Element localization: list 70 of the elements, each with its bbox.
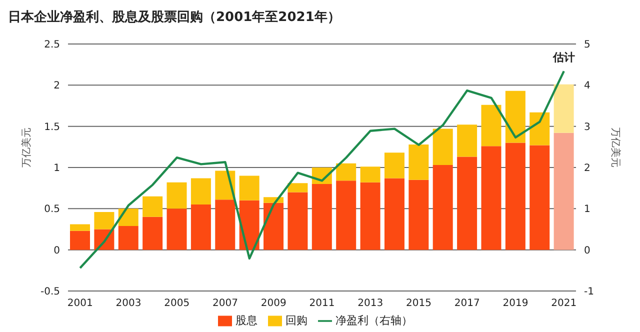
bar xyxy=(384,178,404,250)
bar xyxy=(530,112,550,146)
bar xyxy=(94,212,114,230)
x-tick-label: 2019 xyxy=(502,298,528,310)
legend-label: 股息 xyxy=(236,314,258,327)
bar xyxy=(554,132,574,250)
y-tick-label: 0.5 xyxy=(44,204,60,216)
bar xyxy=(239,176,260,200)
x-tick-label: 2017 xyxy=(454,298,480,310)
bar xyxy=(215,200,236,250)
y-tick-label: 1.5 xyxy=(44,122,60,133)
bar xyxy=(264,202,284,250)
bar xyxy=(336,163,356,181)
x-tick-label: 2021 xyxy=(551,298,577,310)
bar xyxy=(166,182,187,209)
bar xyxy=(312,184,332,250)
bar xyxy=(118,208,138,226)
bar xyxy=(481,146,502,250)
bar xyxy=(530,145,550,250)
x-tick-label: 2005 xyxy=(164,298,190,310)
bar xyxy=(554,84,574,133)
y2-tick-label: 3 xyxy=(584,122,590,133)
x-tick-label: 2007 xyxy=(212,298,238,310)
legend-label: 回购 xyxy=(286,314,308,327)
y2-tick-label: 1 xyxy=(584,204,590,216)
bar xyxy=(505,142,526,250)
bar xyxy=(505,90,526,143)
bar xyxy=(70,230,90,250)
y2-tick-label: -1 xyxy=(584,286,594,298)
legend-label: 净盈利（右轴） xyxy=(336,314,412,327)
bar xyxy=(481,104,502,146)
y2-tick-label: 2 xyxy=(584,163,590,174)
y-tick-label: -0.5 xyxy=(40,286,60,298)
bar xyxy=(432,165,453,250)
bar xyxy=(360,182,380,250)
bar xyxy=(190,178,211,205)
y2-axis-title: 万亿美元 xyxy=(609,128,622,168)
chart-title: 日本企业净盈利、股息及股票回购（2001年至2021年） xyxy=(8,9,342,26)
line-series xyxy=(78,70,566,270)
bar xyxy=(384,152,404,178)
x-tick-label: 2001 xyxy=(67,298,93,310)
bar xyxy=(457,156,478,250)
bar xyxy=(142,216,163,250)
bar xyxy=(166,208,187,250)
bar xyxy=(190,204,211,250)
annotation: 估计 xyxy=(552,51,575,64)
y2-tick-label: 4 xyxy=(584,80,590,92)
x-tick-label: 2009 xyxy=(260,298,286,310)
bar xyxy=(288,192,308,250)
bar xyxy=(288,183,308,192)
x-tick-label: 2011 xyxy=(309,298,335,310)
x-tick-label: 2013 xyxy=(358,298,384,310)
y2-tick-label: 5 xyxy=(584,40,590,51)
y2-tick-label: 0 xyxy=(584,245,590,256)
bar xyxy=(70,224,90,231)
bar xyxy=(118,226,138,250)
y-tick-label: 2.5 xyxy=(44,40,60,51)
y-tick-label: 0 xyxy=(54,245,60,256)
bar xyxy=(408,180,429,250)
x-tick-label: 2003 xyxy=(116,298,142,310)
bar xyxy=(336,180,356,250)
bar xyxy=(360,166,380,182)
y-axis-title: 万亿美元 xyxy=(20,128,33,168)
y-tick-label: 1 xyxy=(54,163,60,174)
y-tick-label: 2 xyxy=(54,80,60,92)
bar xyxy=(432,128,453,166)
bar xyxy=(408,144,429,180)
x-tick-label: 2015 xyxy=(406,298,432,310)
bar xyxy=(457,124,478,157)
bar xyxy=(142,196,163,217)
